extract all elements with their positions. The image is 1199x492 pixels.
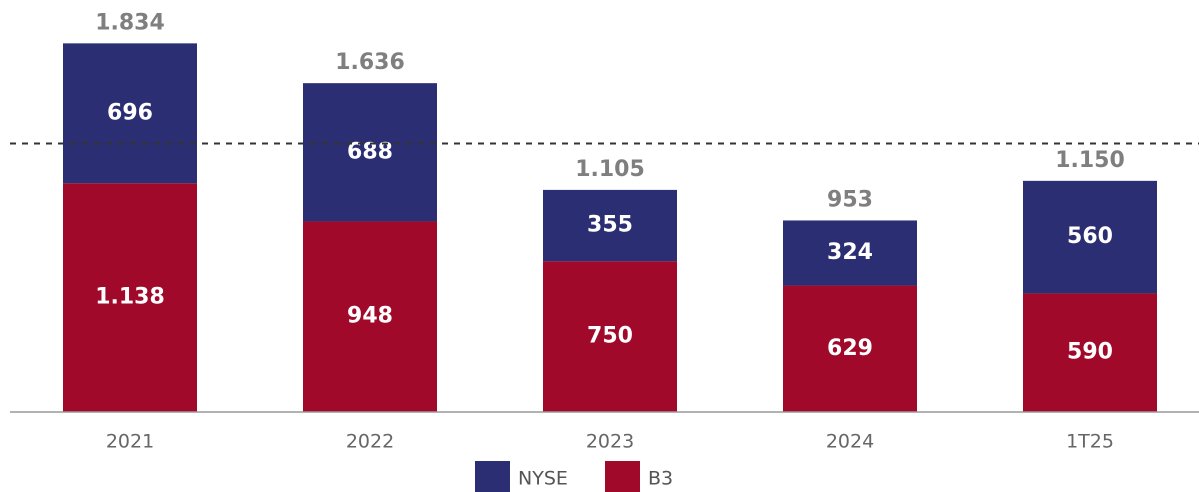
total-label: 953 xyxy=(827,187,873,212)
x-tick-label: 2022 xyxy=(346,431,394,453)
value-label: 629 xyxy=(827,336,873,361)
bar-segment xyxy=(543,261,677,412)
bar-segment xyxy=(783,220,917,286)
x-tick-label: 2023 xyxy=(586,431,634,453)
total-label: 1.105 xyxy=(575,157,645,182)
value-label: 948 xyxy=(347,304,393,329)
bar-segment xyxy=(1023,293,1157,412)
x-tick-label: 2024 xyxy=(826,431,874,453)
value-label: 324 xyxy=(827,240,873,265)
legend-label: NYSE xyxy=(518,468,568,490)
bar-segment xyxy=(783,285,917,412)
bar-segment xyxy=(63,183,197,412)
value-label: 1.138 xyxy=(95,285,165,310)
value-label: 750 xyxy=(587,324,633,349)
legend-label: B3 xyxy=(648,468,673,490)
bar-segment xyxy=(1023,180,1157,294)
bar-segment xyxy=(303,83,437,222)
x-tick-label: 1T25 xyxy=(1066,431,1114,453)
value-label: 355 xyxy=(587,213,633,238)
bar-segment xyxy=(543,189,677,262)
value-label: 696 xyxy=(107,100,153,125)
value-label: 590 xyxy=(1067,340,1113,365)
value-label: 560 xyxy=(1067,224,1113,249)
total-label: 1.150 xyxy=(1055,148,1125,173)
total-label: 1.834 xyxy=(95,10,165,35)
legend-swatch xyxy=(605,461,640,492)
x-tick-label: 2021 xyxy=(106,431,154,453)
legend-swatch xyxy=(475,461,510,492)
total-label: 1.636 xyxy=(335,50,405,75)
bar-segment xyxy=(63,43,197,184)
bar-segment xyxy=(303,221,437,412)
